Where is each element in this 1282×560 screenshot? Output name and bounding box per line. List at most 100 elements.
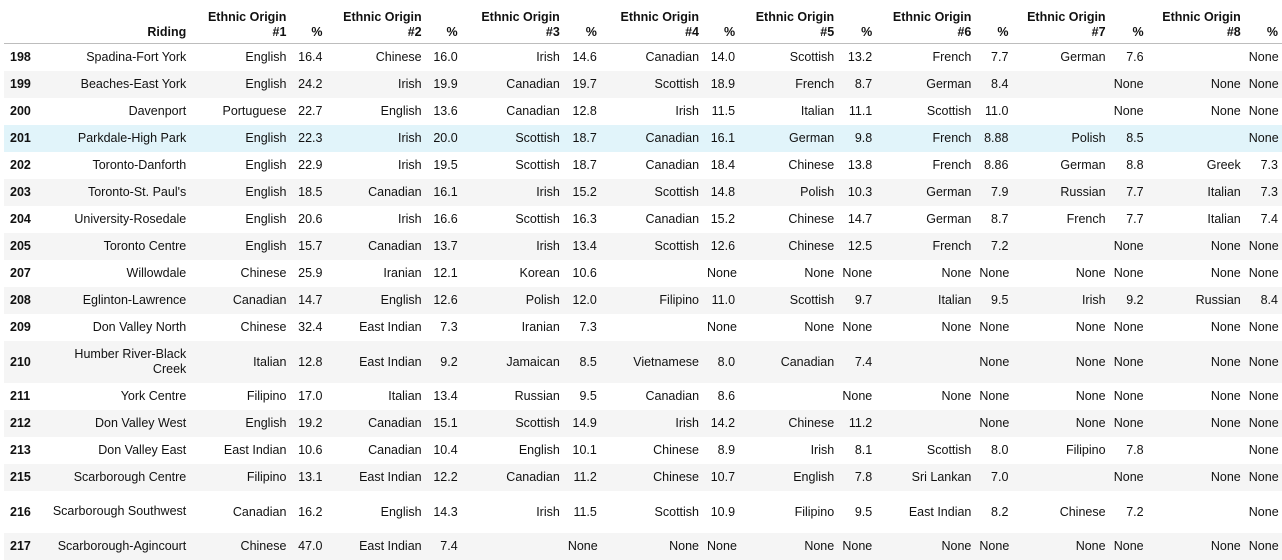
cell-riding: Beaches-East York: [42, 70, 191, 98]
table-row[interactable]: 211 York Centre Filipino 17.0 Italian 13.4 Rus…: [4, 383, 1282, 410]
cell-origin-4: Chinese: [600, 463, 704, 491]
col-header-pct-1[interactable]: %: [290, 0, 327, 44]
cell-row-index: 198: [10, 50, 31, 65]
col-header-origin-6[interactable]: Ethnic Origin #6: [876, 0, 976, 44]
cell-origin-3: Scottish: [515, 212, 560, 226]
col-header-pct-4[interactable]: %: [703, 0, 740, 44]
cell-pct-5: 7.8: [838, 463, 877, 491]
cell-origin-3: Canadian: [506, 104, 560, 118]
table-row[interactable]: 215 Scarborough Centre Filipino 13.1 East In…: [4, 463, 1282, 491]
table-row[interactable]: 208 Eglinton-Lawrence Canadian 14.7 English 1…: [4, 286, 1282, 314]
cell-origin-4: Irish: [675, 104, 700, 118]
col-header-origin-4[interactable]: Ethnic Origin #4: [600, 0, 704, 44]
cell-pct-7: None: [1109, 232, 1148, 260]
cell-pct-2: 7.3: [440, 320, 458, 334]
col-header-origin-8[interactable]: Ethnic Origin #8: [1147, 0, 1245, 44]
col-header-pct-7[interactable]: %: [1109, 0, 1148, 44]
ethnic-origin-table: Riding Ethnic Origin #1 % Ethnic Origin …: [4, 0, 1282, 560]
cell-origin-8: [1148, 491, 1245, 533]
table-row[interactable]: 217 Scarborough-Agincourt Chinese 47.0 East …: [4, 532, 1282, 560]
cell-origin-7: None: [1012, 409, 1110, 437]
table-row[interactable]: 202 Toronto-Danforth English 22.9 Irish 19.5 S…: [4, 152, 1282, 179]
cell-origin-5: Chinese: [739, 232, 839, 260]
table-row[interactable]: 199 Beaches-East York English 24.2 Irish 19.9…: [4, 70, 1282, 98]
cell-origin-5: Polish: [739, 178, 839, 206]
col-header-pct-5[interactable]: %: [838, 0, 877, 44]
table-row[interactable]: 213 Don Valley East East Indian 10.6 Canadia…: [4, 437, 1282, 464]
table-row[interactable]: 212 Don Valley West English 19.2 Canadian 15.…: [4, 409, 1282, 437]
col-header-origin-1[interactable]: Ethnic Origin #1: [190, 0, 291, 44]
table-row[interactable]: 203 Toronto-St. Paul's English 18.5 Canadian…: [4, 178, 1282, 206]
cell-row-index: 215: [4, 463, 43, 491]
cell-origin-5: Scottish: [789, 50, 835, 65]
cell-row-index: 211: [10, 389, 31, 403]
cell-pct-4: None: [707, 320, 737, 334]
col-header-index: [4, 0, 43, 44]
col-header-pct-2[interactable]: %: [425, 0, 462, 44]
cell-pct-4: 18.9: [703, 70, 740, 98]
cell-origin-1: Canadian: [232, 504, 287, 519]
table-row[interactable]: 200 Davenport Portuguese 22.7 English 13.6 Can…: [4, 98, 1282, 125]
cell-pct-2: 20.0: [425, 124, 462, 152]
cell-origin-7: [1012, 70, 1110, 98]
cell-pct-2: 19.5: [433, 158, 458, 172]
cell-pct-7: None: [1109, 70, 1148, 98]
cell-origin-7: None: [1075, 389, 1106, 403]
cell-pct-1: 10.6: [298, 443, 323, 457]
table-row[interactable]: 209 Don Valley North Chinese 32.4 East India…: [4, 314, 1282, 341]
cell-origin-4: Chinese: [653, 443, 700, 457]
table-row[interactable]: 198 Spadina-Fort York English 16.4 Chinese 16…: [4, 44, 1282, 71]
cell-pct-4: 16.1: [703, 124, 740, 152]
cell-origin-1: Filipino: [246, 389, 287, 403]
cell-origin-5: Chinese: [739, 409, 839, 437]
cell-pct-8: 8.4: [1244, 286, 1282, 314]
cell-pct-8: None: [1244, 463, 1282, 491]
cell-origin-2: Canadian: [368, 443, 422, 457]
table-row[interactable]: 204 University-Rosedale English 20.6 Irish 16…: [4, 206, 1282, 233]
cell-origin-3: Jamaican: [461, 340, 564, 383]
cell-origin-1: Chinese: [190, 532, 291, 560]
table-row[interactable]: 216 Scarborough Southwest Canadian 16.2 Engl…: [4, 491, 1282, 533]
cell-pct-6: None: [979, 266, 1010, 280]
col-header-origin-3[interactable]: Ethnic Origin #3: [461, 0, 564, 44]
cell-pct-2: 9.2: [425, 340, 462, 383]
cell-origin-1: English: [190, 232, 291, 260]
cell-origin-8: None: [1210, 389, 1241, 403]
cell-origin-6: German: [876, 70, 976, 98]
col-header-pct-8[interactable]: %: [1244, 0, 1282, 44]
cell-origin-3: Polish: [461, 286, 564, 314]
cell-pct-1: 20.6: [298, 212, 323, 226]
table-row[interactable]: 207 Willowdale Chinese 25.9 Iranian 12.1 Korea…: [4, 260, 1282, 287]
col-header-pct-3[interactable]: %: [563, 0, 601, 44]
cell-pct-7: None: [1109, 340, 1148, 383]
cell-origin-3: Scottish: [515, 158, 560, 172]
cell-origin-5: Italian: [800, 104, 835, 118]
cell-row-index: 205: [4, 232, 43, 260]
table-row[interactable]: 210 Humber River-Black Creek Italian 12.8 Ea…: [4, 340, 1282, 383]
cell-pct-1: 19.2: [290, 409, 327, 437]
cell-origin-5: Chinese: [788, 212, 835, 226]
cell-pct-1: 24.2: [290, 70, 327, 98]
cell-origin-1: Chinese: [240, 266, 287, 280]
col-header-pct-6[interactable]: %: [975, 0, 1013, 44]
cell-origin-4: Scottish: [600, 70, 704, 98]
col-header-riding[interactable]: Riding: [42, 0, 191, 44]
col-header-origin-2[interactable]: Ethnic Origin #2: [326, 0, 426, 44]
cell-pct-8: 7.3: [1244, 178, 1282, 206]
table-row[interactable]: 205 Toronto Centre English 15.7 Canadian 13.7…: [4, 232, 1282, 260]
col-header-origin-5[interactable]: Ethnic Origin #5: [739, 0, 839, 44]
cell-origin-4: Filipino: [600, 286, 704, 314]
cell-pct-3: 10.6: [572, 266, 597, 280]
col-header-origin-7[interactable]: Ethnic Origin #7: [1012, 0, 1110, 44]
cell-origin-1: East Indian: [223, 443, 287, 457]
cell-origin-6: None: [876, 532, 976, 560]
cell-origin-4: Canadian: [645, 50, 700, 65]
cell-origin-7: [1012, 98, 1109, 125]
cell-pct-6: None: [975, 409, 1013, 437]
cell-origin-6: Sri Lankan: [876, 463, 976, 491]
table-row[interactable]: 201 Parkdale-High Park English 22.3 Irish 20.…: [4, 124, 1282, 152]
cell-pct-6: 7.9: [975, 178, 1013, 206]
cell-origin-4: Scottish: [654, 504, 700, 519]
cell-origin-2: East Indian: [359, 320, 422, 334]
cell-pct-8: None: [1248, 504, 1279, 519]
